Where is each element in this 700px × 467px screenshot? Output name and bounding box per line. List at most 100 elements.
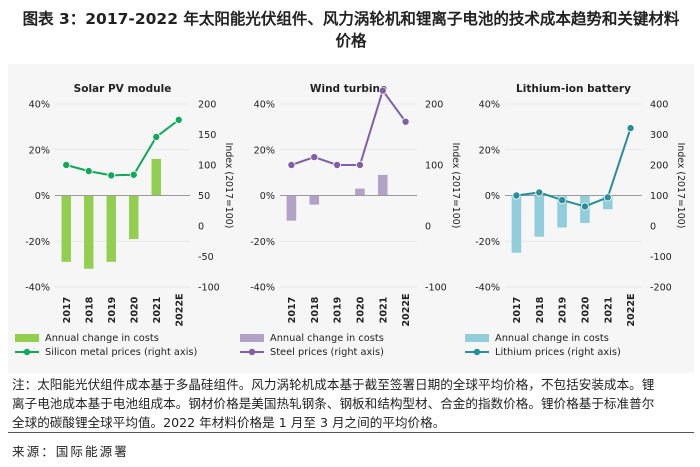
price-point-2019 bbox=[107, 171, 116, 180]
legend-bar-swatch bbox=[465, 334, 489, 342]
price-point-2017 bbox=[512, 191, 521, 200]
bar-annual-change-2018 bbox=[534, 195, 545, 237]
price-line bbox=[65, 119, 180, 177]
chart-title: Lithium-ion battery bbox=[516, 83, 631, 95]
left-tick-label: 40% bbox=[254, 100, 275, 111]
left-tick-label: 0% bbox=[35, 191, 50, 202]
category-label: 2022E bbox=[401, 293, 412, 326]
category-label: 2021 bbox=[378, 296, 389, 323]
bar-annual-change-2021 bbox=[151, 158, 161, 196]
note-line-2: 离子电池成本基于电池组成本。钢材价格是美国热轧钢条、钢板和结构型材、合金的指数价… bbox=[12, 396, 655, 411]
chart-title: Solar PV module bbox=[74, 83, 172, 95]
left-tick-label: -40% bbox=[250, 283, 275, 294]
right-tick-label: 150 bbox=[198, 130, 216, 141]
bar-annual-change-2021 bbox=[377, 174, 388, 196]
left-tick-label: 40% bbox=[479, 100, 500, 111]
price-point-2020 bbox=[129, 170, 138, 179]
category-label: 2017 bbox=[62, 297, 73, 324]
figure-note: 注：太阳能光伏组件成本基于多晶硅组件。风力涡轮机成本基于截至签署日期的全球平均价… bbox=[12, 375, 692, 432]
bar-annual-change-2019 bbox=[106, 195, 116, 262]
chart-panel-3: Lithium-ion battery 40% 20% 0% -20% -40% 400 30… bbox=[465, 83, 686, 358]
chart-title: Wind turbine bbox=[310, 83, 387, 95]
left-tick-label: 20% bbox=[254, 145, 275, 156]
legend-line-marker bbox=[248, 348, 256, 356]
price-point-2018 bbox=[535, 188, 544, 197]
bar-annual-change-2018 bbox=[84, 195, 94, 269]
category-label: 2018 bbox=[310, 296, 321, 323]
price-point-2017 bbox=[62, 160, 71, 169]
left-tick-label: -40% bbox=[25, 283, 50, 294]
right-axis-title: Index (2017=100) bbox=[675, 143, 686, 229]
price-line bbox=[516, 127, 632, 208]
legend-line-label: Steel prices (right axis) bbox=[270, 347, 384, 358]
category-label: 2020 bbox=[355, 296, 366, 323]
bar-annual-change-2017 bbox=[511, 195, 522, 253]
chart-panel-1: Solar PV module 40% 20% 0% -20% -40% 200 150 100… bbox=[15, 83, 234, 358]
legend-bar-label: Annual change in costs bbox=[495, 333, 609, 344]
right-tick-label: 400 bbox=[650, 100, 668, 111]
left-tick-label: 0% bbox=[485, 191, 500, 202]
note-line-1: 注：太阳能光伏组件成本基于多晶硅组件。风力涡轮机成本基于截至签署日期的全球平均价… bbox=[12, 377, 655, 392]
note-line-3: 全球的碳酸锂全球平均值。2022 年材料价格是 1 月至 3 月之间的平均价格。 bbox=[12, 415, 446, 430]
price-point-2019 bbox=[558, 196, 567, 205]
bar-annual-change-2019 bbox=[557, 195, 567, 228]
category-label: 2019 bbox=[107, 296, 118, 323]
price-point-2022E bbox=[626, 124, 635, 133]
bar-annual-change-2018 bbox=[309, 195, 320, 205]
category-label: 2018 bbox=[535, 296, 546, 323]
legend-line-marker bbox=[473, 348, 481, 356]
right-tick-label: 200 bbox=[198, 100, 216, 111]
right-tick-label: -100 bbox=[650, 252, 672, 263]
left-tick-label: 20% bbox=[479, 145, 500, 156]
price-point-2018 bbox=[84, 167, 93, 176]
legend-line-marker bbox=[23, 348, 31, 356]
right-tick-label: 0 bbox=[650, 222, 656, 233]
right-tick-label: 200 bbox=[425, 100, 443, 111]
figure-title-line2: 价格 bbox=[335, 32, 367, 50]
bar-annual-change-2020 bbox=[129, 195, 139, 239]
price-line bbox=[291, 88, 407, 166]
price-point-2018 bbox=[310, 153, 319, 162]
price-point-2019 bbox=[333, 160, 342, 169]
category-label: 2019 bbox=[558, 296, 569, 323]
bar-annual-change-2017 bbox=[286, 195, 297, 221]
right-tick-label: 100 bbox=[650, 191, 668, 202]
category-label: 2021 bbox=[603, 296, 614, 323]
category-label: 2017 bbox=[512, 297, 523, 324]
price-point-2022E bbox=[174, 115, 183, 124]
left-tick-label: 0% bbox=[260, 191, 275, 202]
figure-title: 图表 3：2017-2022 年太阳能光伏组件、风力涡轮机和锂离子电池的技术成本… bbox=[6, 8, 696, 52]
plot-area-background bbox=[8, 64, 694, 373]
right-axis-title: Index (2017=100) bbox=[223, 143, 234, 229]
legend-line-label: Silicon metal prices (right axis) bbox=[45, 347, 197, 358]
right-tick-label: 100 bbox=[425, 161, 443, 172]
left-tick-label: -20% bbox=[475, 237, 500, 248]
left-tick-label: 40% bbox=[29, 100, 50, 111]
category-label: 2019 bbox=[333, 296, 344, 323]
left-tick-label: -20% bbox=[25, 237, 50, 248]
price-point-2021 bbox=[152, 132, 161, 141]
right-tick-label: 0 bbox=[198, 222, 204, 233]
divider bbox=[8, 432, 694, 433]
right-tick-label: -100 bbox=[425, 283, 447, 294]
category-label: 2020 bbox=[129, 296, 140, 323]
category-label: 2022E bbox=[174, 293, 185, 326]
bar-annual-change-2017 bbox=[61, 195, 71, 262]
category-label: 2017 bbox=[287, 297, 298, 324]
right-tick-label: 100 bbox=[198, 161, 216, 172]
legend-bar-swatch bbox=[15, 334, 39, 342]
right-tick-label: -50 bbox=[198, 252, 214, 263]
left-tick-label: -20% bbox=[250, 237, 275, 248]
right-tick-label: 300 bbox=[650, 130, 668, 141]
right-tick-label: -200 bbox=[650, 283, 672, 294]
price-point-2020 bbox=[355, 160, 364, 169]
right-axis-title: Index (2017=100) bbox=[450, 143, 461, 229]
price-point-2020 bbox=[580, 202, 589, 211]
bar-annual-change-2020 bbox=[355, 188, 365, 196]
right-tick-label: 0 bbox=[425, 222, 431, 233]
right-tick-label: -100 bbox=[198, 283, 220, 294]
legend-line-label: Lithium prices (right axis) bbox=[495, 347, 621, 358]
price-point-2017 bbox=[287, 160, 296, 169]
